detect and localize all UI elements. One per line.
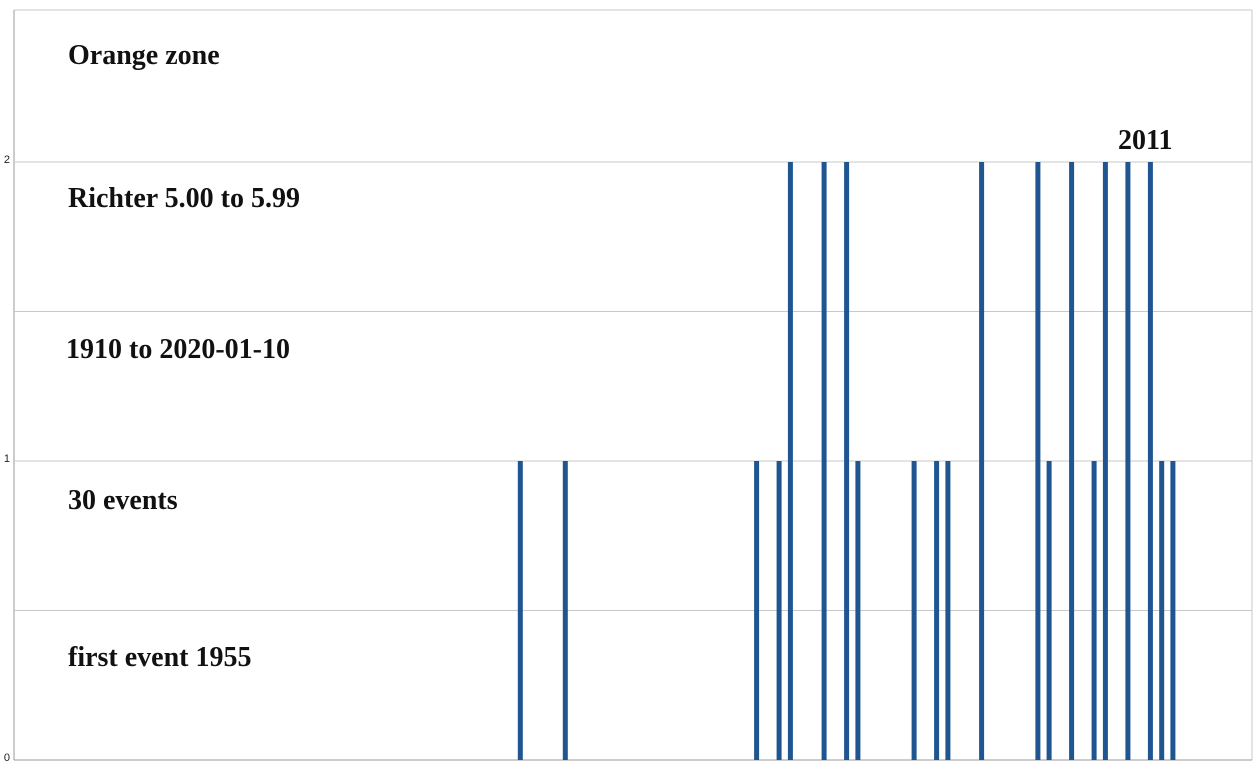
bar	[1069, 162, 1075, 760]
bar	[979, 162, 985, 760]
bar	[1102, 162, 1108, 760]
y-tick-label: 2	[3, 154, 10, 166]
y-tick-label: 1	[3, 453, 10, 465]
bar	[776, 461, 782, 760]
annotation-first-event: first event 1955	[68, 642, 252, 673]
annotation-magnitude-range: Richter 5.00 to 5.99	[68, 183, 300, 214]
bar	[1170, 461, 1176, 760]
bar-layer	[517, 162, 1176, 760]
bar	[1091, 461, 1097, 760]
bar	[911, 461, 917, 760]
bar	[855, 461, 861, 760]
bar	[562, 461, 568, 760]
bar	[945, 461, 951, 760]
bar	[1035, 162, 1041, 760]
bar	[1125, 162, 1131, 760]
annotation-event-count: 30 events	[68, 485, 178, 516]
annotation-peak-year: 2011	[1118, 125, 1173, 156]
bar	[821, 162, 827, 760]
bar	[1046, 461, 1052, 760]
annotation-zone-name: Orange zone	[68, 40, 220, 71]
bar	[1159, 461, 1165, 760]
bar	[844, 162, 850, 760]
bar	[787, 162, 793, 760]
bar	[754, 461, 760, 760]
grid-layer	[13, 9, 1253, 761]
y-tick-label: 0	[3, 752, 10, 764]
bar	[1147, 162, 1153, 760]
bar	[934, 461, 940, 760]
annotation-date-range: 1910 to 2020-01-10	[66, 334, 290, 365]
bar	[517, 461, 523, 760]
